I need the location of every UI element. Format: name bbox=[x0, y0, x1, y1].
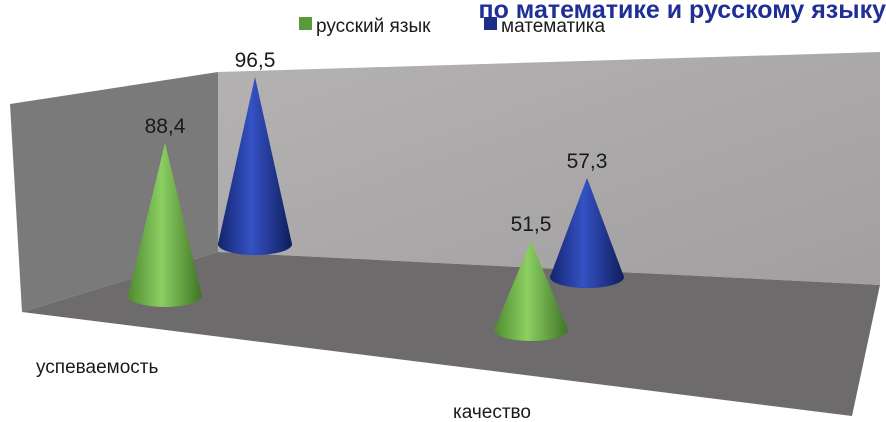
cone-body bbox=[550, 177, 624, 288]
legend-label-series2: математика bbox=[501, 16, 606, 37]
legend-swatch-series2 bbox=[484, 17, 497, 30]
data-labels-layer: 96,5 57,3 88,4 51,5 bbox=[145, 49, 608, 236]
cone-math-kachestvo bbox=[550, 177, 624, 288]
data-label-russian-kachestvo: 51,5 bbox=[511, 213, 552, 236]
back-wall bbox=[218, 52, 880, 285]
cone-math-uspevaemost bbox=[218, 77, 292, 255]
legend-label-series1: русский язык bbox=[316, 16, 431, 37]
cone-body bbox=[128, 143, 202, 307]
cone-russian-kachestvo bbox=[494, 240, 568, 341]
data-label-math-kachestvo: 57,3 bbox=[567, 150, 608, 173]
cone-russian-uspevaemost bbox=[128, 143, 202, 307]
floor bbox=[22, 252, 880, 416]
data-label-russian-uspevaemost: 88,4 bbox=[145, 115, 186, 138]
cone-body bbox=[218, 77, 292, 255]
legend: русский язык математика bbox=[299, 16, 606, 37]
cone-body bbox=[494, 240, 568, 341]
chart-title: по математике и русскому языку bbox=[478, 0, 886, 24]
cones-layer bbox=[128, 77, 624, 341]
legend-swatch-series1 bbox=[299, 17, 312, 30]
category-label-uspevaemost: успеваемость bbox=[36, 357, 158, 378]
category-label-kachestvo: качество bbox=[453, 402, 531, 422]
data-label-math-uspevaemost: 96,5 bbox=[235, 49, 276, 72]
